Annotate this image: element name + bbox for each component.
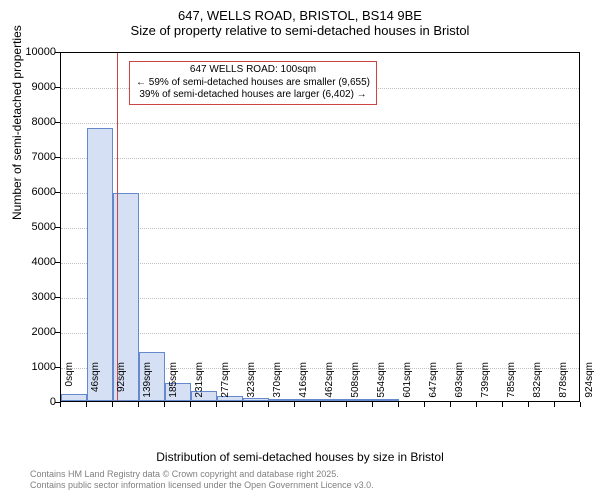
y-axis-label: Number of semi-detached properties [10,25,24,220]
footer-line2: Contains public sector information licen… [30,480,374,492]
y-tick-label: 5000 [32,221,56,233]
x-tick-mark [398,402,399,407]
x-tick-mark [450,402,451,407]
x-tick-label: 46sqm [90,362,101,407]
x-tick-mark [554,402,555,407]
x-tick-label: 693sqm [454,362,465,407]
x-tick-mark [320,402,321,407]
x-tick-mark [86,402,87,407]
x-tick-label: 92sqm [116,362,127,407]
x-tick-mark [190,402,191,407]
x-tick-mark [268,402,269,407]
x-tick-label: 785sqm [506,362,517,407]
x-tick-mark [424,402,425,407]
y-tick-label: 6000 [32,186,56,198]
x-tick-mark [138,402,139,407]
x-tick-label: 462sqm [324,362,335,407]
x-tick-label: 139sqm [142,362,153,407]
annotation-line2: ← 59% of semi-detached houses are smalle… [136,77,370,90]
y-tick-label: 3000 [32,291,56,303]
x-tick-label: 739sqm [480,362,491,407]
x-tick-label: 370sqm [272,362,283,407]
y-tick-label: 0 [50,396,56,408]
x-tick-mark [112,402,113,407]
x-tick-label: 231sqm [194,362,205,407]
y-tick-label: 9000 [32,81,56,93]
x-tick-mark [164,402,165,407]
title-line2: Size of property relative to semi-detach… [0,23,600,38]
plot-area: 647 WELLS ROAD: 100sqm ← 59% of semi-det… [60,52,580,402]
x-axis-label: Distribution of semi-detached houses by … [0,450,600,464]
chart-title-block: 647, WELLS ROAD, BRISTOL, BS14 9BE Size … [0,0,600,38]
annotation-line3: 39% of semi-detached houses are larger (… [136,89,370,102]
title-line1: 647, WELLS ROAD, BRISTOL, BS14 9BE [0,8,600,23]
x-tick-label: 924sqm [584,362,595,407]
x-tick-mark [502,402,503,407]
footer-text: Contains HM Land Registry data © Crown c… [30,469,374,492]
y-tick-label: 7000 [32,151,56,163]
x-tick-label: 601sqm [402,362,413,407]
x-tick-mark [60,402,61,407]
x-tick-mark [372,402,373,407]
y-tick-label: 8000 [32,116,56,128]
x-tick-label: 647sqm [428,362,439,407]
annotation-box: 647 WELLS ROAD: 100sqm ← 59% of semi-det… [129,61,377,105]
chart-area: 647 WELLS ROAD: 100sqm ← 59% of semi-det… [60,52,580,402]
x-tick-label: 277sqm [220,362,231,407]
gridline [61,158,579,159]
y-tick-label: 1000 [32,361,56,373]
marker-line [117,53,118,401]
histogram-bar [87,128,113,401]
x-tick-label: 878sqm [558,362,569,407]
x-tick-label: 554sqm [376,362,387,407]
x-tick-label: 832sqm [532,362,543,407]
x-tick-mark [242,402,243,407]
x-tick-mark [294,402,295,407]
x-tick-label: 508sqm [350,362,361,407]
x-tick-mark [216,402,217,407]
x-tick-mark [346,402,347,407]
x-tick-mark [528,402,529,407]
y-tick-label: 2000 [32,326,56,338]
footer-line1: Contains HM Land Registry data © Crown c… [30,469,374,481]
x-tick-mark [476,402,477,407]
x-tick-label: 185sqm [168,362,179,407]
x-tick-label: 416sqm [298,362,309,407]
y-tick-label: 10000 [25,46,56,58]
y-tick-label: 4000 [32,256,56,268]
x-tick-label: 323sqm [246,362,257,407]
gridline [61,123,579,124]
annotation-line1: 647 WELLS ROAD: 100sqm [136,64,370,77]
x-tick-mark [580,402,581,407]
x-tick-label: 0sqm [64,362,75,407]
